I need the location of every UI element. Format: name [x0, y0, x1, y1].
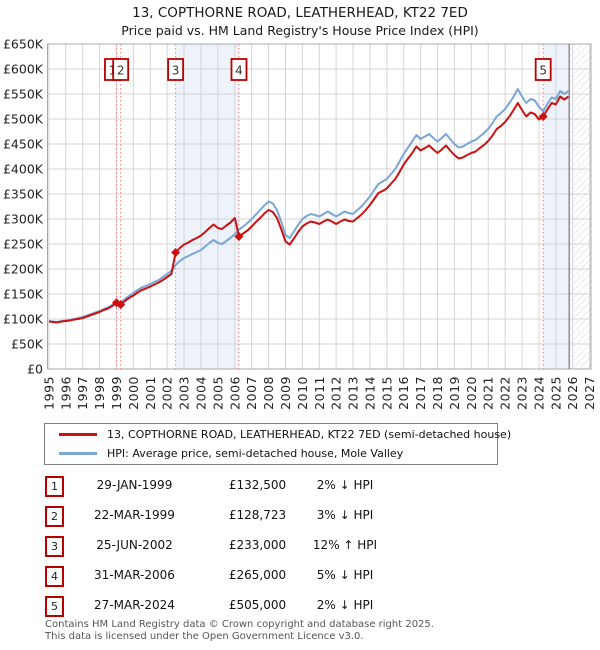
- transaction-hpi-delta: 2% ↓ HPI: [316, 598, 374, 612]
- svg-text:2017: 2017: [413, 376, 428, 410]
- legend-item-property: 13, COPTHORNE ROAD, LEATHERHEAD, KT22 7E…: [45, 427, 511, 443]
- svg-text:£300K: £300K: [3, 212, 44, 227]
- svg-text:1999: 1999: [109, 376, 124, 410]
- svg-text:2014: 2014: [362, 376, 377, 410]
- svg-text:2003: 2003: [177, 376, 192, 410]
- svg-text:2019: 2019: [447, 376, 462, 410]
- red-line-swatch: [59, 433, 97, 436]
- svg-text:£200K: £200K: [3, 262, 44, 277]
- svg-text:2009: 2009: [278, 376, 293, 410]
- transaction-date: 25-JUN-2002: [96, 538, 173, 552]
- footer-line-1: Contains HM Land Registry data © Crown c…: [45, 619, 434, 630]
- transaction-hpi-delta: 3% ↓ HPI: [316, 508, 374, 522]
- property-series-line: [48, 95, 570, 324]
- svg-text:£250K: £250K: [3, 237, 44, 252]
- row-number-badge: 5: [45, 596, 64, 617]
- legend-item-hpi: HPI: Average price, semi-detached house,…: [45, 446, 497, 462]
- page-title: 13, COPTHORNE ROAD, LEATHERHEAD, KT22 7E…: [132, 5, 468, 21]
- svg-text:2025: 2025: [548, 376, 563, 410]
- svg-text:2013: 2013: [346, 376, 361, 410]
- transaction-hpi-delta: 5% ↓ HPI: [316, 568, 374, 582]
- svg-text:2006: 2006: [227, 376, 242, 410]
- transaction-number-boxes: 12345: [104, 58, 552, 81]
- svg-text:3: 3: [172, 64, 180, 78]
- transaction-price: £265,000: [228, 568, 287, 582]
- legend-label-property: 13, COPTHORNE ROAD, LEATHERHEAD, KT22 7E…: [107, 428, 512, 441]
- svg-text:2002: 2002: [160, 376, 175, 410]
- svg-text:2026: 2026: [565, 376, 580, 410]
- svg-text:4: 4: [235, 64, 243, 78]
- svg-text:1995: 1995: [41, 376, 56, 410]
- svg-text:2011: 2011: [312, 376, 327, 410]
- svg-text:2022: 2022: [498, 376, 513, 410]
- license-footer: Contains HM Land Registry data © Crown c…: [45, 619, 434, 642]
- footer-line-2: This data is licensed under the Open Gov…: [45, 630, 364, 642]
- svg-text:£550K: £550K: [3, 87, 44, 102]
- blue-line-swatch: [59, 452, 97, 455]
- svg-text:1997: 1997: [75, 376, 90, 410]
- table-row: 2 22-MAR-1999 £128,723 3% ↓ HPI: [0, 506, 600, 536]
- svg-text:2000: 2000: [126, 376, 141, 410]
- svg-text:2023: 2023: [515, 376, 530, 410]
- svg-text:5: 5: [539, 64, 547, 78]
- svg-text:2010: 2010: [295, 376, 310, 410]
- transaction-date: 22-MAR-1999: [94, 508, 175, 522]
- svg-text:2018: 2018: [430, 376, 445, 410]
- svg-text:2008: 2008: [261, 376, 276, 410]
- x-axis-labels: 1995 1996 1997 1998 1999 2000 2001 2002 2003 2004…: [41, 376, 597, 410]
- page-subtitle: Price paid vs. HM Land Registry's House …: [121, 23, 479, 38]
- future-hatch-region: [569, 44, 591, 369]
- table-row: 3 25-JUN-2002 £233,000 12% ↑ HPI: [0, 536, 600, 566]
- table-row: 5 27-MAR-2024 £505,000 2% ↓ HPI: [0, 596, 600, 626]
- svg-text:£150K: £150K: [3, 287, 44, 302]
- transaction-price: £505,000: [228, 598, 287, 612]
- hpi-series-line: [48, 88, 570, 323]
- svg-text:1998: 1998: [92, 376, 107, 410]
- svg-text:£400K: £400K: [3, 162, 44, 177]
- svg-text:2015: 2015: [379, 376, 394, 410]
- svg-text:£450K: £450K: [3, 137, 44, 152]
- transaction-date: 29-JAN-1999: [96, 478, 173, 492]
- svg-text:2024: 2024: [531, 376, 546, 410]
- chart-header: 13, COPTHORNE ROAD, LEATHERHEAD, KT22 7E…: [0, 4, 600, 39]
- svg-text:2: 2: [117, 64, 125, 78]
- transaction-date: 27-MAR-2024: [94, 598, 175, 612]
- row-number-badge: 3: [45, 536, 64, 557]
- row-number-badge: 2: [45, 506, 64, 527]
- svg-text:2020: 2020: [464, 376, 479, 410]
- svg-text:1996: 1996: [58, 376, 73, 410]
- svg-text:£650K: £650K: [3, 38, 44, 52]
- svg-text:2001: 2001: [143, 376, 158, 410]
- transaction-price: £128,723: [228, 508, 287, 522]
- row-number-badge: 4: [45, 566, 64, 587]
- svg-text:2007: 2007: [244, 376, 259, 410]
- svg-text:£100K: £100K: [3, 312, 44, 327]
- svg-text:2005: 2005: [210, 376, 225, 410]
- transaction-date: 31-MAR-2006: [94, 568, 175, 582]
- transaction-hpi-delta: 2% ↓ HPI: [316, 478, 374, 492]
- transaction-price: £132,500: [228, 478, 287, 492]
- price-history-chart: 12345£0£50K£100K£150K£200K£250K£300K£350…: [3, 38, 597, 410]
- svg-text:2012: 2012: [329, 376, 344, 410]
- table-row: 1 29-JAN-1999 £132,500 2% ↓ HPI: [0, 476, 600, 506]
- transaction-price: £233,000: [228, 538, 287, 552]
- svg-text:£350K: £350K: [3, 187, 44, 202]
- grid-lines: [47, 43, 591, 370]
- svg-text:£0: £0: [27, 362, 43, 377]
- svg-text:2016: 2016: [396, 376, 411, 410]
- transaction-markers: [111, 112, 548, 310]
- table-row: 4 31-MAR-2006 £265,000 5% ↓ HPI: [0, 566, 600, 596]
- transaction-hpi-delta: 12% ↑ HPI: [312, 538, 378, 552]
- svg-text:£500K: £500K: [3, 112, 44, 127]
- plot-border: [47, 43, 592, 370]
- svg-text:2021: 2021: [481, 376, 496, 410]
- y-axis-labels: £0 £50K £100K £150K £200K £250K £300K £350K £400…: [3, 38, 44, 377]
- chart-legend: 13, COPTHORNE ROAD, LEATHERHEAD, KT22 7E…: [44, 423, 511, 465]
- legend-label-hpi: HPI: Average price, semi-detached house,…: [107, 447, 404, 460]
- svg-text:2004: 2004: [193, 376, 208, 410]
- svg-text:£600K: £600K: [3, 62, 44, 77]
- row-number-badge: 1: [45, 476, 64, 497]
- svg-text:£50K: £50K: [11, 337, 44, 352]
- svg-text:2027: 2027: [582, 376, 597, 410]
